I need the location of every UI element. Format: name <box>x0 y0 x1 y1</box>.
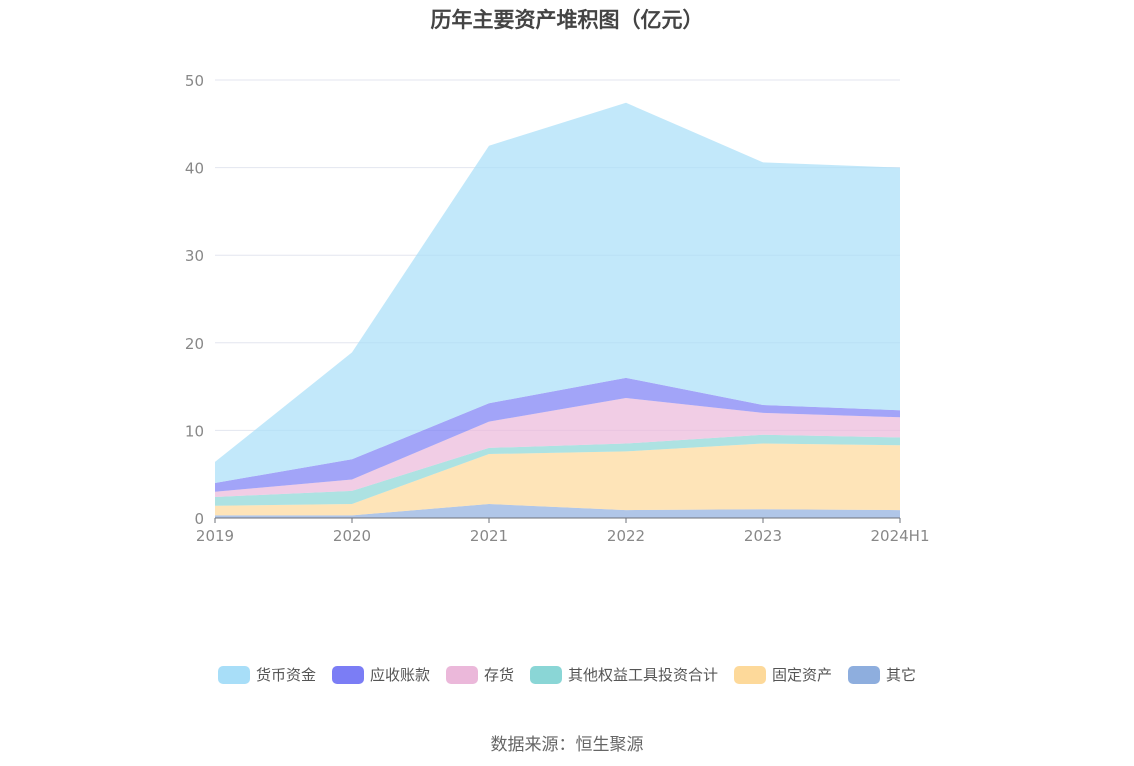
legend-swatch <box>530 665 562 684</box>
area-series <box>215 443 900 516</box>
area-series <box>215 102 900 483</box>
legend-item[interactable]: 其他权益工具投资合计 <box>530 664 718 685</box>
legend-label: 存货 <box>483 666 514 684</box>
y-tick-label: 40 <box>185 160 204 178</box>
data-source: 数据来源：恒生聚源 <box>490 735 644 755</box>
area-series <box>215 397 900 497</box>
legend-item[interactable]: 固定资产 <box>734 664 832 685</box>
legend-label: 其它 <box>886 666 917 684</box>
x-tick-label: 2021 <box>470 527 508 545</box>
area-series <box>215 503 900 518</box>
legend-item[interactable]: 应收账款 <box>331 664 430 685</box>
legend-label: 应收账款 <box>369 666 430 684</box>
legend-label: 其他权益工具投资合计 <box>568 666 719 684</box>
legend-swatch <box>848 665 881 684</box>
x-tick-label: 2024H1 <box>871 527 930 545</box>
y-tick-label: 30 <box>185 247 204 265</box>
y-tick-label: 0 <box>194 510 204 528</box>
x-tick-label: 2020 <box>333 527 371 545</box>
x-tick-label: 2023 <box>744 527 782 545</box>
y-tick-label: 50 <box>185 72 204 90</box>
legend-label: 固定资产 <box>772 666 833 684</box>
legend-swatch <box>445 665 478 684</box>
chart-title: 历年主要资产堆积图（亿元） <box>430 8 704 32</box>
x-tick-label: 2019 <box>196 527 234 545</box>
y-tick-label: 10 <box>185 422 204 440</box>
legend-swatch <box>331 665 364 684</box>
legend-swatch <box>217 665 250 684</box>
x-tick-label: 2022 <box>607 527 645 545</box>
legend-item[interactable]: 存货 <box>445 664 514 685</box>
legend-item[interactable]: 其它 <box>848 664 916 685</box>
area-series <box>215 377 900 492</box>
legend-item[interactable]: 货币资金 <box>217 664 316 685</box>
area-series <box>215 434 900 506</box>
y-tick-label: 20 <box>185 335 204 353</box>
stacked-area-chart: 0 10 20 30 40 50 2019 2020 2021 2022 2023 2024H1 <box>185 72 930 545</box>
chart-legend: 货币资金 应收账款 存货 其他权益工具投资合计 固定资产 其它 <box>0 664 1134 685</box>
legend-label: 货币资金 <box>255 666 316 684</box>
legend-swatch <box>734 665 767 684</box>
